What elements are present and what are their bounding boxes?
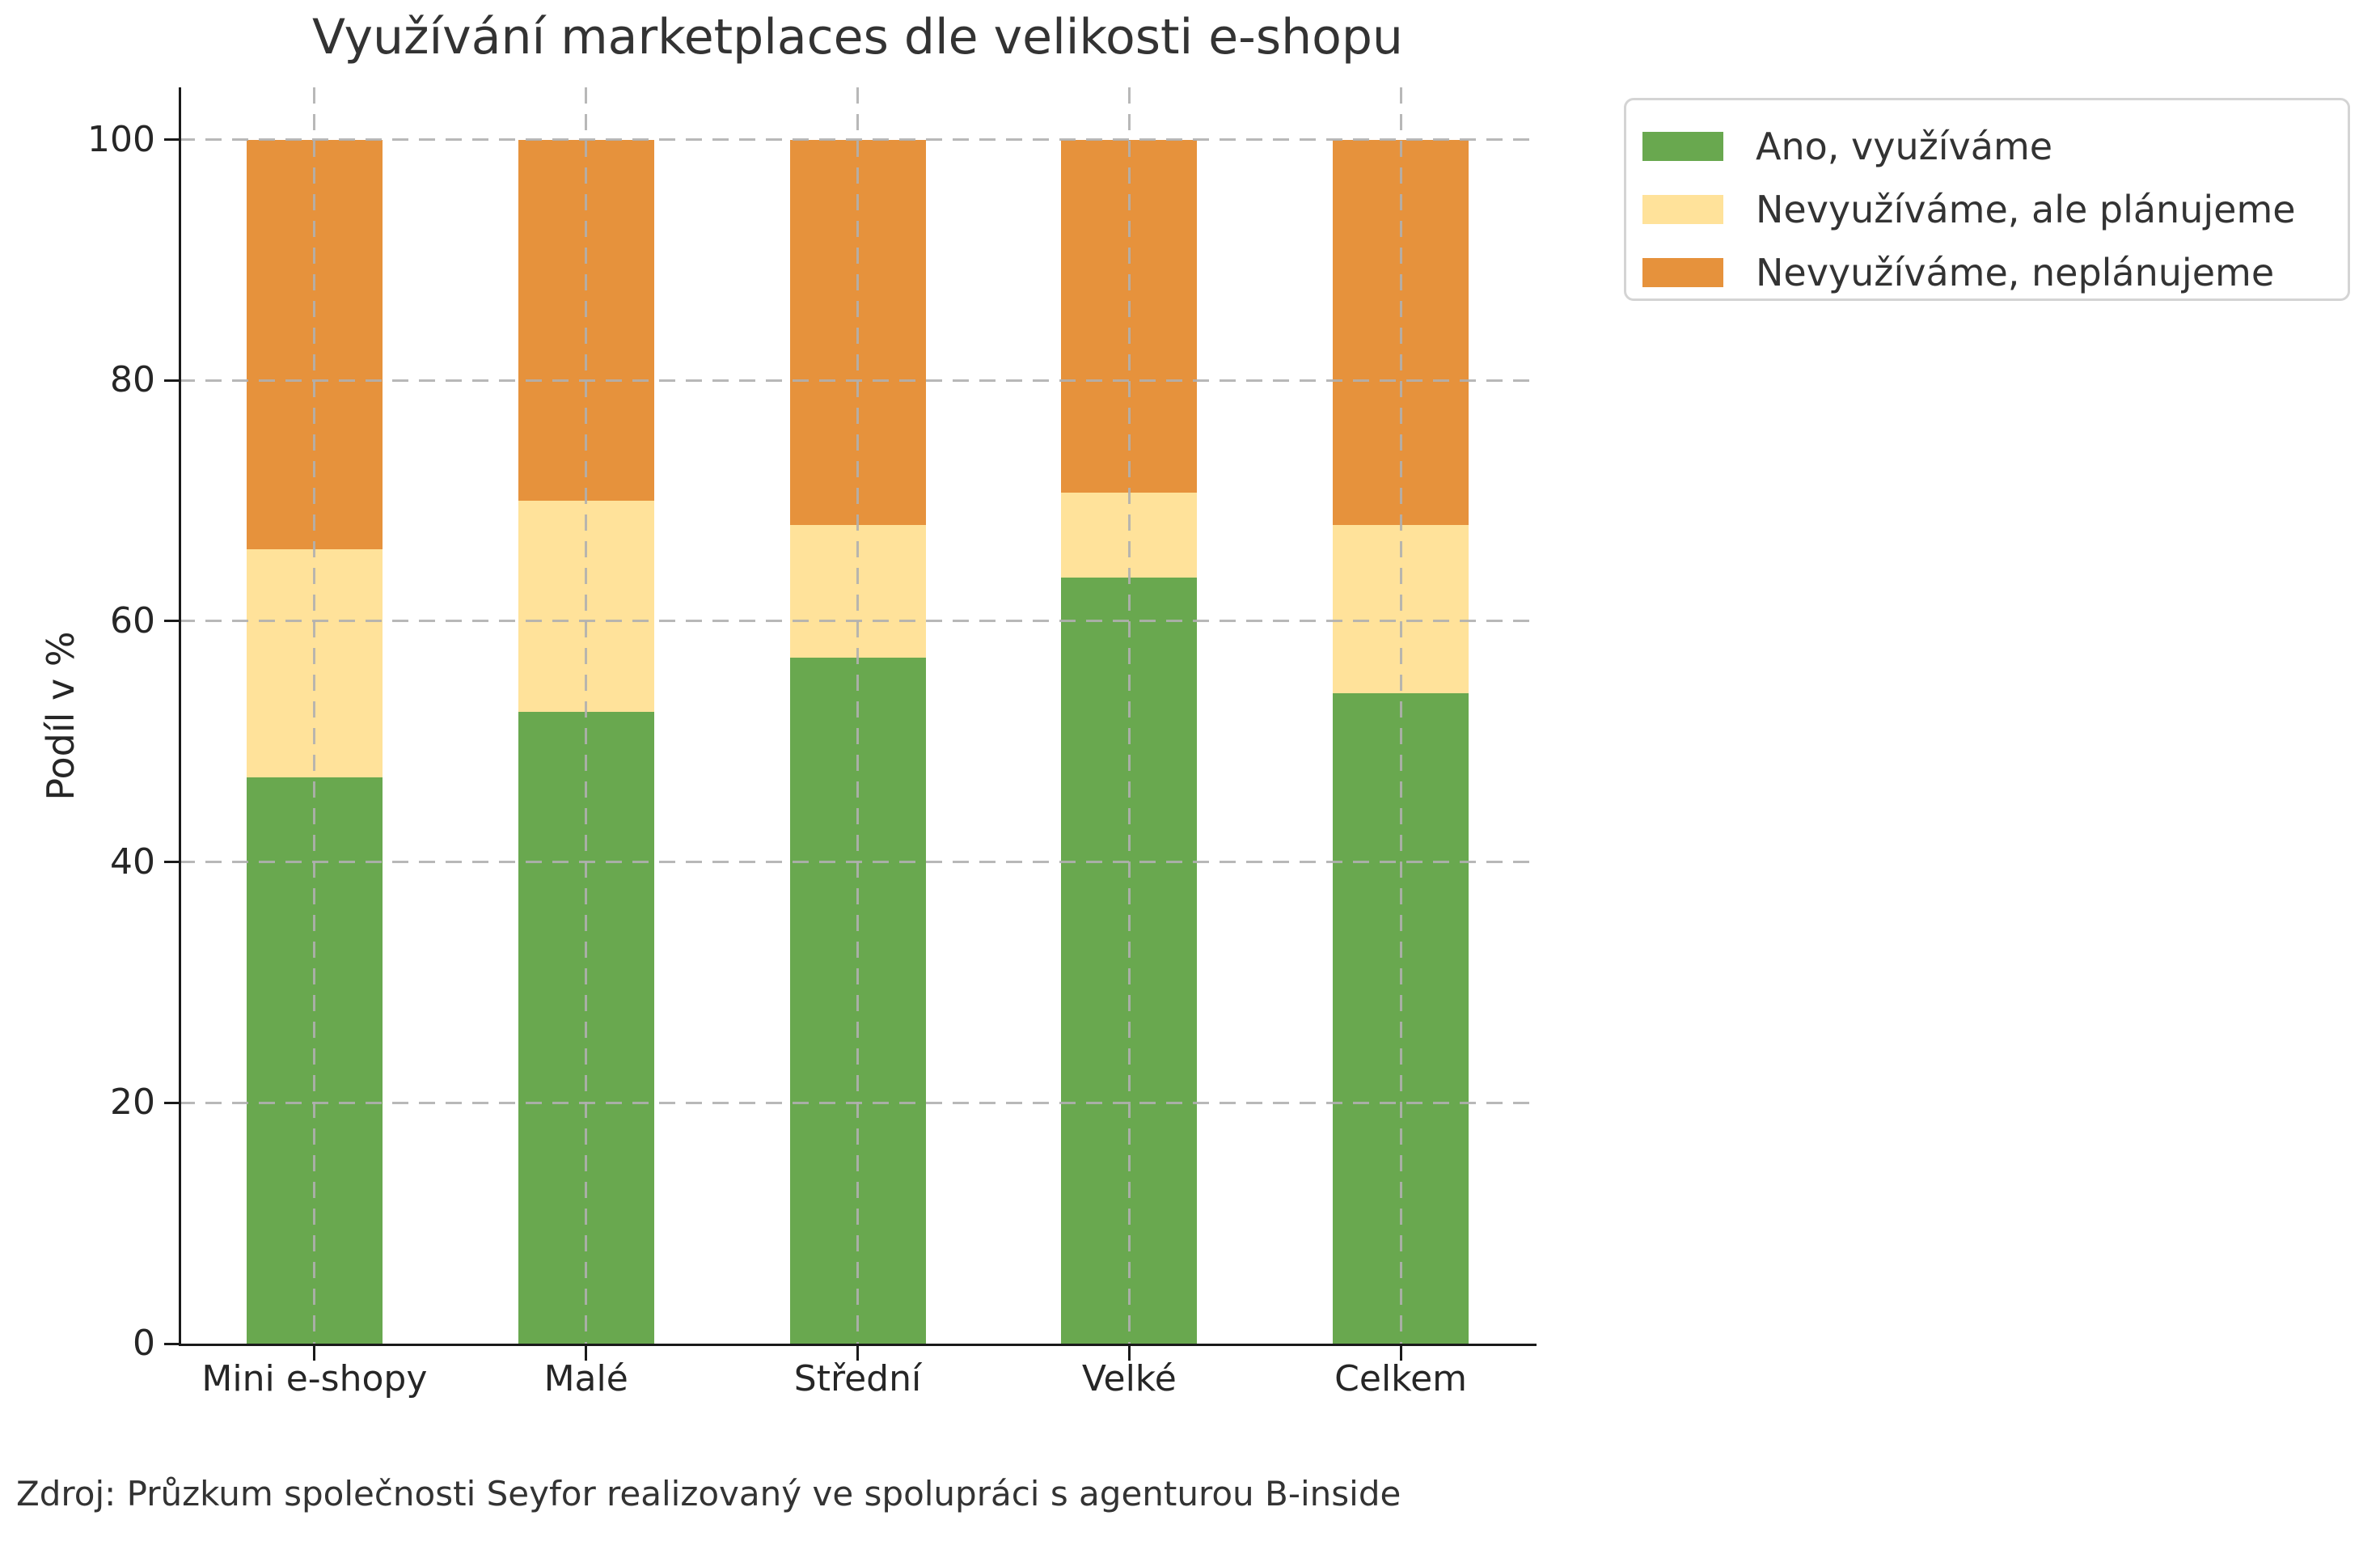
legend-swatch-green <box>1642 132 1723 161</box>
x-tick-mark <box>313 1346 316 1361</box>
y-tick-mark <box>164 138 179 141</box>
plot-area <box>164 87 1537 1361</box>
y-tick-mark <box>164 379 179 382</box>
y-tick-label: 40 <box>110 840 155 883</box>
y-tick-label: 60 <box>110 599 155 641</box>
y-tick-mark <box>164 1342 179 1345</box>
y-tick-mark <box>164 620 179 623</box>
x-tick-mark <box>1399 1346 1402 1361</box>
x-tick-label: Celkem <box>1334 1358 1468 1399</box>
legend-item: Ano, využíváme <box>1642 120 2348 173</box>
axis-spine-bottom <box>179 1344 1537 1346</box>
legend-swatch-yellow <box>1642 195 1723 224</box>
y-axis-label: Podíl v % <box>39 631 82 801</box>
gridline-horizontal <box>179 861 1537 864</box>
y-tick-mark <box>164 1101 179 1104</box>
y-tick-label: 20 <box>110 1082 155 1124</box>
x-tick-label: Střední <box>793 1358 922 1399</box>
legend-label: Ano, využíváme <box>1756 125 2053 168</box>
x-tick-mark <box>1127 1346 1131 1361</box>
gridline-vertical <box>1127 87 1131 1344</box>
gridline-horizontal <box>179 138 1537 141</box>
x-tick-mark <box>585 1346 588 1361</box>
x-tick-label: Mini e-shopy <box>201 1358 428 1399</box>
gridline-vertical <box>1399 87 1402 1344</box>
y-tick-label: 80 <box>110 359 155 401</box>
x-tick-label: Malé <box>543 1358 628 1399</box>
y-tick-label: 0 <box>133 1323 155 1364</box>
chart-title: Využívání marketplaces dle velikosti e-s… <box>312 9 1403 66</box>
legend-swatch-orange <box>1642 258 1723 287</box>
gridline-vertical <box>856 87 859 1344</box>
axis-spine-left <box>179 87 181 1346</box>
y-tick-mark <box>164 861 179 864</box>
legend-item: Nevyužíváme, ale plánujeme <box>1642 183 2348 236</box>
legend-label: Nevyužíváme, ale plánujeme <box>1756 188 2296 231</box>
x-tick-mark <box>856 1346 859 1361</box>
legend: Ano, využíváme Nevyužíváme, ale plánujem… <box>1624 98 2350 301</box>
x-tick-label: Velké <box>1081 1358 1177 1399</box>
gridline-horizontal <box>179 379 1537 382</box>
gridline-horizontal <box>179 1101 1537 1104</box>
gridline-vertical <box>585 87 588 1344</box>
gridline-vertical <box>313 87 316 1344</box>
gridline-horizontal <box>179 620 1537 623</box>
legend-item: Nevyužíváme, neplánujeme <box>1642 246 2348 299</box>
y-tick-label: 100 <box>87 118 155 160</box>
legend-label: Nevyužíváme, neplánujeme <box>1756 251 2275 294</box>
source-note: Zdroj: Průzkum společnosti Seyfor realiz… <box>16 1474 1401 1513</box>
